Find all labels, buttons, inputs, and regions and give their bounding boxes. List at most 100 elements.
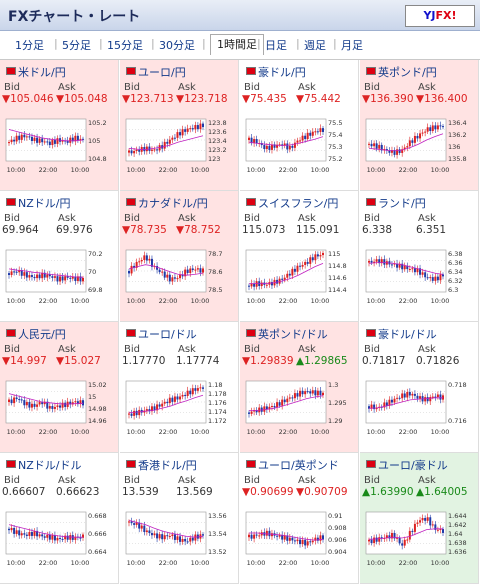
price-chart[interactable]: 0.91 0.908 0.906 0.904 10:00 22:00 10:00 xyxy=(242,508,356,568)
tab-separator: | xyxy=(202,37,206,50)
price-chart[interactable]: 75.5 75.4 75.3 75.2 10:00 22:00 10:00 xyxy=(242,115,356,175)
bid-label: Bid xyxy=(124,213,140,224)
svg-text:1.642: 1.642 xyxy=(448,521,467,529)
currency-pair-name[interactable]: 豪ドル/ドル xyxy=(366,326,437,342)
currency-pair-name[interactable]: スイスフラン/円 xyxy=(246,195,338,211)
price-chart[interactable]: 78.7 78.6 78.5 10:00 22:00 10:00 xyxy=(122,246,236,306)
ask-value: ▼75.442 xyxy=(296,93,341,105)
bid-value: 13.539 xyxy=(122,486,159,498)
currency-pair-name[interactable]: ユーロ/英ポンド xyxy=(246,457,339,473)
currency-pair-name[interactable]: カナダドル/円 xyxy=(126,195,208,211)
ask-label: Ask xyxy=(298,475,316,486)
svg-text:70: 70 xyxy=(88,268,96,276)
price-chart[interactable]: 136.4 136.2 136 135.8 10:00 22:00 10:00 xyxy=(362,115,476,175)
price-chart[interactable]: 1.3 1.295 1.29 10:00 22:00 10:00 xyxy=(242,377,356,437)
currency-pair-name[interactable]: ランド/円 xyxy=(366,195,426,211)
svg-text:10:00: 10:00 xyxy=(247,297,266,305)
svg-text:123.4: 123.4 xyxy=(208,137,227,145)
tab-3[interactable]: 30分足 xyxy=(159,39,195,52)
price-chart[interactable]: 13.56 13.54 13.52 10:00 22:00 10:00 xyxy=(122,508,236,568)
tab-1[interactable]: 5分足 xyxy=(62,39,91,52)
svg-text:10:00: 10:00 xyxy=(127,428,146,436)
ask-value: ▼78.752 xyxy=(176,224,221,236)
currency-pair-name[interactable]: ユーロ/円 xyxy=(126,64,186,80)
currency-pair-name[interactable]: 豪ドル/円 xyxy=(246,64,306,80)
bid-label: Bid xyxy=(364,82,380,93)
svg-text:0.718: 0.718 xyxy=(448,381,467,389)
flag-icon xyxy=(6,460,16,468)
ask-value: ▲1.64005 xyxy=(416,486,468,498)
currency-pair-name[interactable]: NZドル/ドル xyxy=(6,457,81,473)
price-chart[interactable]: 115 114.8 114.6 114.4 10:00 22:00 10:00 xyxy=(242,246,356,306)
svg-text:1.174: 1.174 xyxy=(208,408,227,416)
tab-5[interactable]: 日足 xyxy=(265,39,287,52)
currency-cell[interactable]: 米ドル/円 Bid Ask ▼105.046 ▼105.048 105.2 105 104.8… xyxy=(0,60,119,191)
svg-text:22:00: 22:00 xyxy=(279,297,298,305)
svg-text:10:00: 10:00 xyxy=(247,428,266,436)
currency-pair-name[interactable]: ユーロ/ドル xyxy=(126,326,197,342)
currency-cell[interactable]: ランド/円 Bid Ask 6.338 6.351 6.38 6.36 6.34 6.32 6.3… xyxy=(360,191,479,322)
flag-icon xyxy=(246,460,256,468)
price-chart[interactable]: 0.718 0.716 10:00 22:00 10:00 xyxy=(362,377,476,437)
svg-text:0.908: 0.908 xyxy=(328,524,347,532)
currency-pair-name[interactable]: 香港ドル/円 xyxy=(126,457,197,473)
svg-text:22:00: 22:00 xyxy=(39,559,58,567)
svg-text:78.5: 78.5 xyxy=(208,286,222,294)
currency-cell[interactable]: ユーロ/ドル Bid Ask 1.17770 1.17774 1.18 1.178 1.176… xyxy=(120,322,239,453)
price-chart[interactable]: 0.668 0.666 0.664 10:00 22:00 10:00 xyxy=(2,508,116,568)
svg-text:6.38: 6.38 xyxy=(448,250,462,258)
currency-pair-name[interactable]: NZドル/円 xyxy=(6,195,70,211)
svg-text:1.3: 1.3 xyxy=(328,381,338,389)
currency-pair-name[interactable]: 英ポンド/ドル xyxy=(246,326,328,342)
currency-cell[interactable]: NZドル/円 Bid Ask 69.964 69.976 70.2 70 69.8 10:00 2… xyxy=(0,191,119,322)
tab-0[interactable]: 1分足 xyxy=(15,39,44,52)
ask-value: 6.351 xyxy=(416,224,447,236)
currency-cell[interactable]: NZドル/ドル Bid Ask 0.66607 0.66623 0.668 0.666 0.6… xyxy=(0,453,119,584)
bid-label: Bid xyxy=(124,344,140,355)
tab-4[interactable]: 1時間足 xyxy=(210,34,264,55)
bid-label: Bid xyxy=(244,213,260,224)
svg-text:1.178: 1.178 xyxy=(208,390,227,398)
price-chart[interactable]: 105.2 105 104.8 10:00 22:00 10:00 xyxy=(2,115,116,175)
currency-cell[interactable]: 人民元/円 Bid Ask ▼14.997 ▼15.027 15.02 15 14.98 14.… xyxy=(0,322,119,453)
yjfx-logo[interactable]: YJFX! xyxy=(405,5,475,27)
currency-cell[interactable]: 豪ドル/ドル Bid Ask 0.71817 0.71826 0.718 0.716 10:0… xyxy=(360,322,479,453)
svg-text:123.6: 123.6 xyxy=(208,128,227,136)
ask-value: 69.976 xyxy=(56,224,93,236)
svg-text:75.3: 75.3 xyxy=(328,143,342,151)
flag-icon xyxy=(246,198,256,206)
currency-pair-name[interactable]: ユーロ/豪ドル xyxy=(366,457,448,473)
currency-cell[interactable]: 英ポンド/円 Bid Ask ▼136.390 ▼136.400 136.4 136.2 13… xyxy=(360,60,479,191)
currency-pair-name[interactable]: 英ポンド/円 xyxy=(366,64,437,80)
currency-pair-name[interactable]: 人民元/円 xyxy=(6,326,66,342)
tab-7[interactable]: 月足 xyxy=(341,39,363,52)
tab-2[interactable]: 15分足 xyxy=(107,39,143,52)
tab-separator: | xyxy=(99,37,103,50)
currency-pair-name[interactable]: 米ドル/円 xyxy=(6,64,66,80)
tab-6[interactable]: 週足 xyxy=(304,39,326,52)
svg-text:10:00: 10:00 xyxy=(191,166,210,174)
ask-label: Ask xyxy=(178,344,196,355)
currency-cell[interactable]: カナダドル/円 Bid Ask ▼78.735 ▼78.752 78.7 78.6 78.5 1… xyxy=(120,191,239,322)
currency-cell[interactable]: ユーロ/英ポンド Bid Ask ▼0.90699 ▼0.90709 0.91 0.908 0… xyxy=(240,453,359,584)
svg-text:105: 105 xyxy=(88,137,100,145)
svg-text:15.02: 15.02 xyxy=(88,381,107,389)
svg-text:78.7: 78.7 xyxy=(208,250,222,258)
bid-label: Bid xyxy=(4,213,20,224)
currency-cell[interactable]: 英ポンド/ドル Bid Ask ▼1.29839 ▲1.29865 1.3 1.295 1.2… xyxy=(240,322,359,453)
ask-label: Ask xyxy=(298,213,316,224)
price-chart[interactable]: 6.386.366.346.326.3 10:00 22:00 10:00 xyxy=(362,246,476,306)
currency-cell[interactable]: 香港ドル/円 Bid Ask 13.539 13.569 13.56 13.54 13.52 1… xyxy=(120,453,239,584)
price-chart[interactable]: 70.2 70 69.8 10:00 22:00 10:00 xyxy=(2,246,116,306)
currency-cell[interactable]: ユーロ/円 Bid Ask ▼123.713 ▼123.718 123.8 123.6 123… xyxy=(120,60,239,191)
svg-text:1.636: 1.636 xyxy=(448,548,467,556)
currency-cell[interactable]: 豪ドル/円 Bid Ask ▼75.435 ▼75.442 75.5 75.4 75.3 75.… xyxy=(240,60,359,191)
ask-label: Ask xyxy=(298,82,316,93)
price-chart[interactable]: 15.02 15 14.98 14.96 10:00 22:00 10:00 xyxy=(2,377,116,437)
svg-text:10:00: 10:00 xyxy=(367,297,386,305)
currency-cell[interactable]: スイスフラン/円 Bid Ask 115.073 115.091 115 114.8 114.… xyxy=(240,191,359,322)
currency-cell[interactable]: ユーロ/豪ドル Bid Ask ▲1.63990 ▲1.64005 1.644 1.642 1… xyxy=(360,453,479,584)
